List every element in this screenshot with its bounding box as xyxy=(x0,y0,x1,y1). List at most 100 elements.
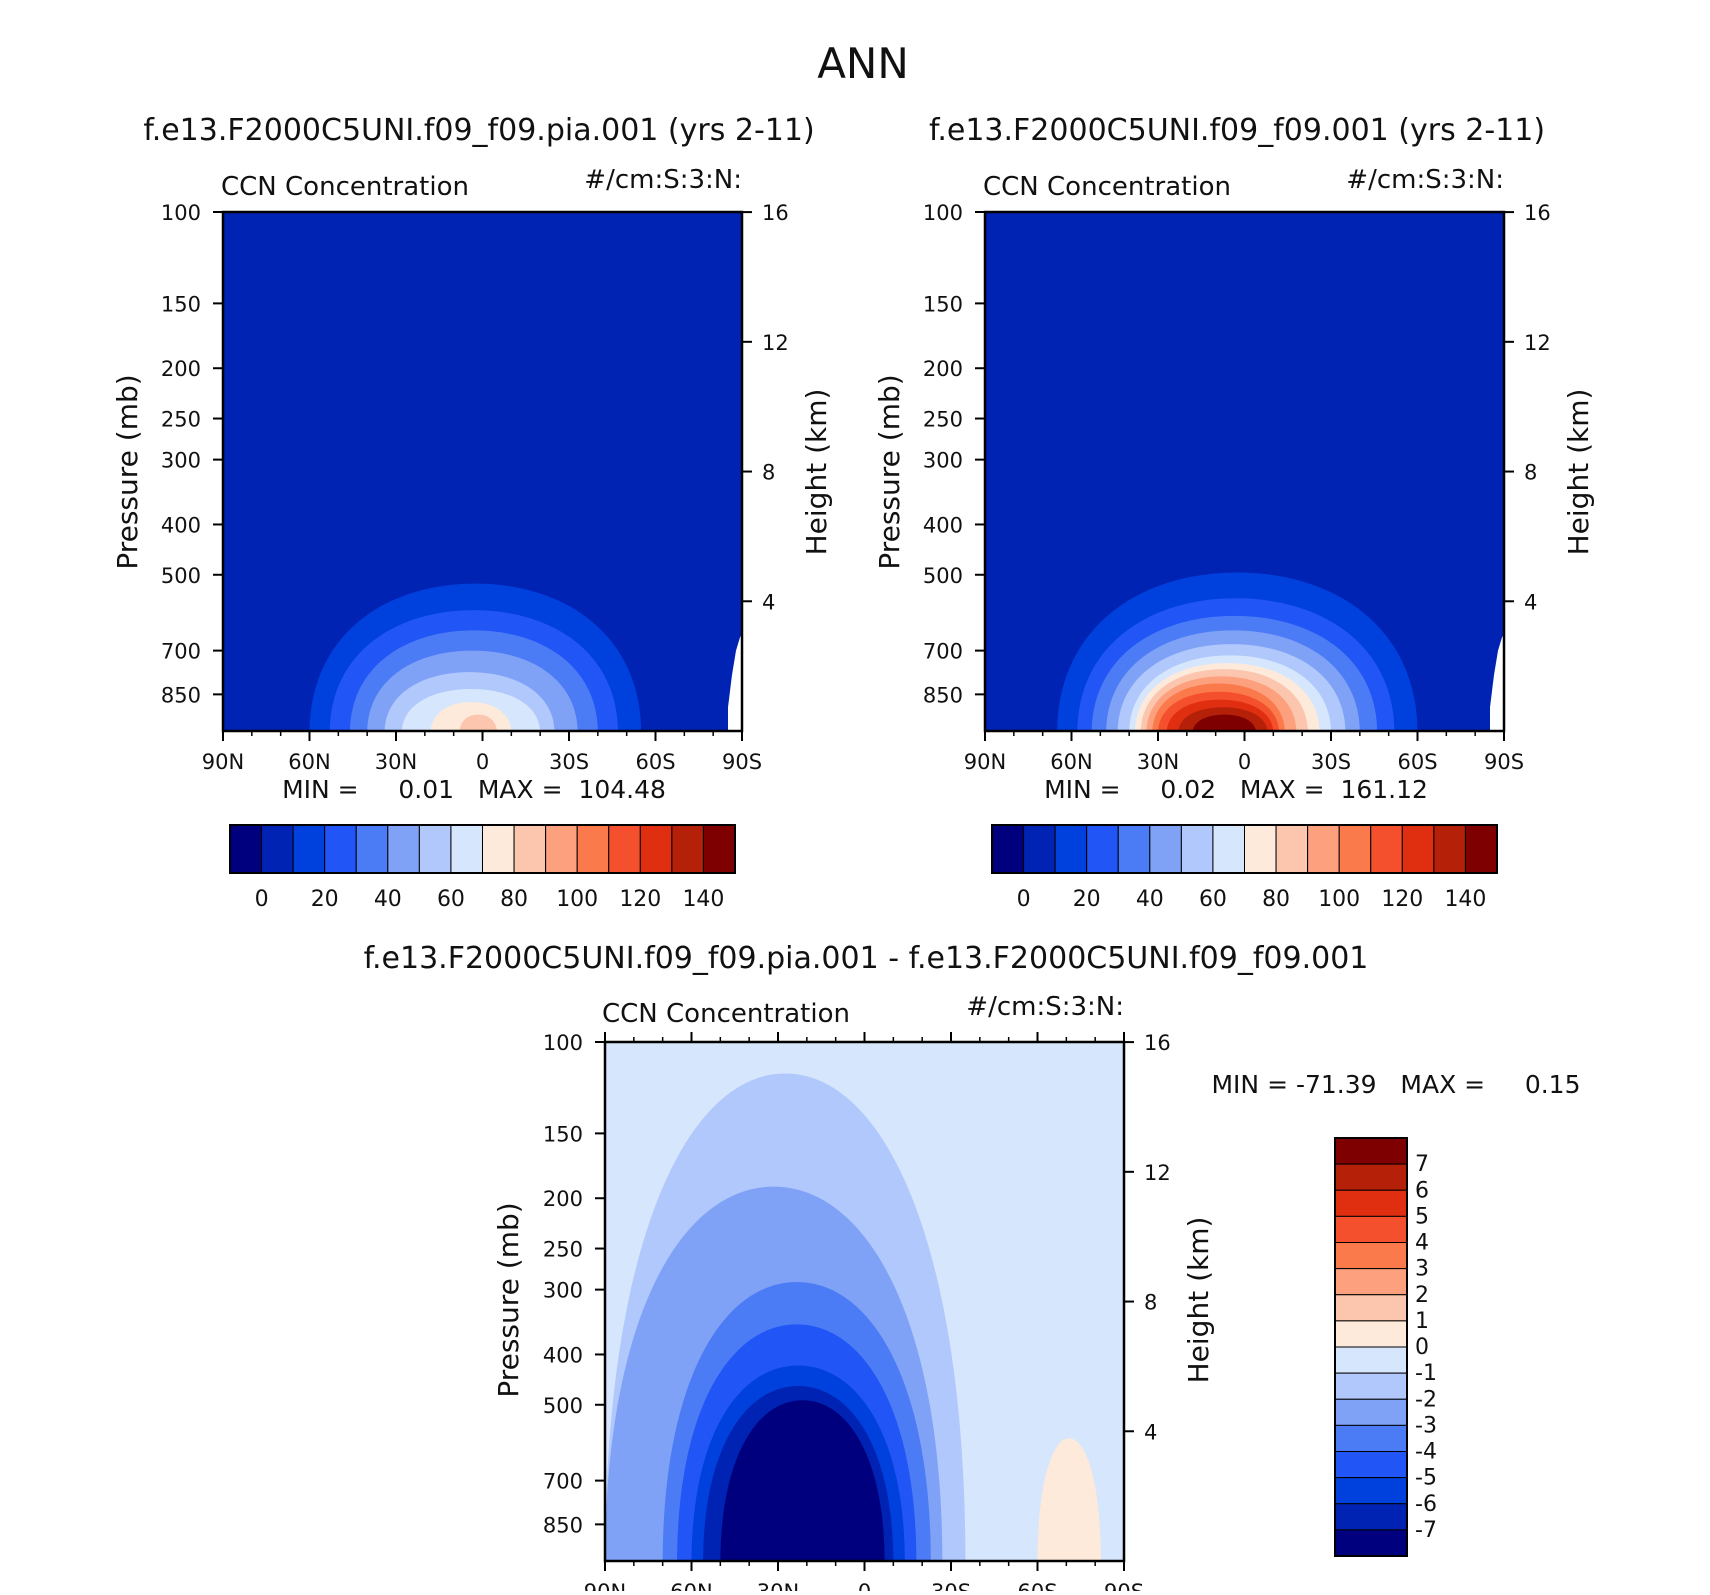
y-right-tick-label: 8 xyxy=(762,461,775,485)
y-tick-label: 400 xyxy=(161,513,201,537)
colorbar-label: 3 xyxy=(1415,1257,1429,1282)
colorbar-swatch xyxy=(229,824,263,874)
x-tick-label: 90S xyxy=(1104,1580,1144,1591)
colorbar-label: 120 xyxy=(1381,887,1423,912)
y-tick-label: 500 xyxy=(923,564,963,588)
contour-fills xyxy=(223,212,742,731)
panel-pia: f.e13.F2000C5UNI.f09_f09.pia.001 (yrs 2-… xyxy=(111,113,833,912)
colorbar-swatch xyxy=(1334,1137,1408,1165)
colorbar-label: 140 xyxy=(682,887,724,912)
y-tick-label: 500 xyxy=(543,1394,583,1418)
colorbar-swatch xyxy=(1334,1451,1408,1479)
colorbar-swatch xyxy=(545,824,578,874)
y-tick-label: 100 xyxy=(543,1031,583,1055)
colorbar-swatch xyxy=(1334,1294,1408,1322)
colorbar-label: -6 xyxy=(1415,1492,1437,1517)
x-tick-label: 60N xyxy=(288,750,330,774)
colorbar-label: 4 xyxy=(1415,1231,1429,1256)
colorbar-swatch xyxy=(1433,824,1466,874)
y-tick-label: 850 xyxy=(923,683,963,707)
colorbar-swatch xyxy=(608,824,641,874)
variable-label: CCN Concentration xyxy=(602,999,850,1029)
units-label: #/cm:S:3:N: xyxy=(1346,165,1504,195)
y-right-tick-label: 16 xyxy=(762,201,789,225)
page-title: ANN xyxy=(817,39,909,88)
x-tick-label: 60S xyxy=(1017,1580,1057,1591)
colorbar-swatch xyxy=(991,824,1025,874)
colorbar-swatch xyxy=(1275,824,1309,874)
y-axis-label: Pressure (mb) xyxy=(492,1202,525,1397)
x-tick-label: 30S xyxy=(931,1580,971,1591)
colorbar-label: 60 xyxy=(437,887,465,912)
x-tick-label: 0 xyxy=(858,1580,871,1591)
contour-fills xyxy=(985,212,1504,731)
x-tick-label: 90N xyxy=(964,750,1006,774)
contour-band xyxy=(1192,714,1256,731)
y-right-tick-label: 4 xyxy=(1524,590,1537,614)
x-tick-label: 0 xyxy=(1238,750,1251,774)
colorbar-swatch xyxy=(450,824,483,874)
contour-fills xyxy=(605,1042,1124,1561)
x-tick-label: 90S xyxy=(722,750,762,774)
y-tick-label: 700 xyxy=(543,1470,583,1494)
y-tick-label: 300 xyxy=(923,449,963,473)
panel-control: f.e13.F2000C5UNI.f09_f09.001 (yrs 2-11) … xyxy=(873,113,1595,912)
stats-label: MIN = -71.39 MAX = 0.15 xyxy=(1211,1070,1580,1099)
x-tick-label: 90N xyxy=(584,1580,626,1591)
colorbar-swatch xyxy=(1334,1163,1408,1191)
colorbar-swatch xyxy=(418,824,452,874)
colorbar-swatch xyxy=(1086,824,1119,874)
colorbar-swatch xyxy=(1334,1189,1408,1217)
x-tick-label: 90S xyxy=(1484,750,1524,774)
colorbar-swatch xyxy=(1334,1529,1408,1557)
x-tick-label: 30N xyxy=(757,1580,799,1591)
colorbar-swatch xyxy=(576,824,610,874)
colorbar-swatch xyxy=(1464,824,1498,874)
colorbar-swatch xyxy=(482,824,515,874)
colorbar-label: 80 xyxy=(500,887,528,912)
colorbar-swatch xyxy=(1054,824,1088,874)
panel-title: f.e13.F2000C5UNI.f09_f09.001 (yrs 2-11) xyxy=(929,113,1545,148)
colorbar-label: 5 xyxy=(1415,1204,1429,1229)
x-tick-label: 60N xyxy=(1050,750,1092,774)
x-tick-label: 30S xyxy=(549,750,589,774)
y-axis-right-label: Height (km) xyxy=(1562,389,1595,556)
y-right-tick-label: 8 xyxy=(1524,461,1537,485)
colorbar-swatch xyxy=(639,824,673,874)
colorbar-swatch xyxy=(513,824,547,874)
colorbar-swatch xyxy=(1180,824,1214,874)
y-right-tick-label: 12 xyxy=(1144,1161,1171,1185)
y-tick-label: 200 xyxy=(161,357,201,381)
colorbar-swatch xyxy=(702,824,736,874)
colorbar-swatch xyxy=(355,824,389,874)
colorbar-label: 7 xyxy=(1415,1152,1429,1177)
colorbar-swatch xyxy=(1334,1424,1408,1452)
surface-mask xyxy=(1490,633,1504,731)
colorbar-swatch xyxy=(324,824,357,874)
surface-mask xyxy=(728,633,742,731)
colorbar-label: 60 xyxy=(1199,887,1227,912)
y-tick-label: 250 xyxy=(543,1238,583,1262)
colorbar-label: 120 xyxy=(619,887,661,912)
y-right-tick-label: 16 xyxy=(1144,1031,1171,1055)
x-tick-label: 0 xyxy=(476,750,489,774)
y-right-tick-label: 4 xyxy=(1144,1420,1157,1444)
y-right-tick-label: 12 xyxy=(762,331,789,355)
colorbar-swatch xyxy=(1212,824,1245,874)
y-tick-label: 150 xyxy=(543,1122,583,1146)
panel-title: f.e13.F2000C5UNI.f09_f09.pia.001 - f.e13… xyxy=(364,941,1369,976)
colorbar-swatch xyxy=(1334,1320,1408,1348)
colorbar-swatch xyxy=(1334,1242,1408,1270)
x-tick-label: 60S xyxy=(1397,750,1437,774)
colorbar-label: -5 xyxy=(1415,1466,1437,1491)
x-tick-label: 30S xyxy=(1311,750,1351,774)
colorbar-label: 0 xyxy=(1017,887,1031,912)
colorbar-swatch xyxy=(1338,824,1372,874)
colorbar-swatch xyxy=(1023,824,1056,874)
contour-band xyxy=(1037,1438,1101,1561)
y-right-tick-label: 4 xyxy=(762,590,775,614)
colorbar-swatch xyxy=(1370,824,1403,874)
colorbar-frame xyxy=(991,824,1498,874)
